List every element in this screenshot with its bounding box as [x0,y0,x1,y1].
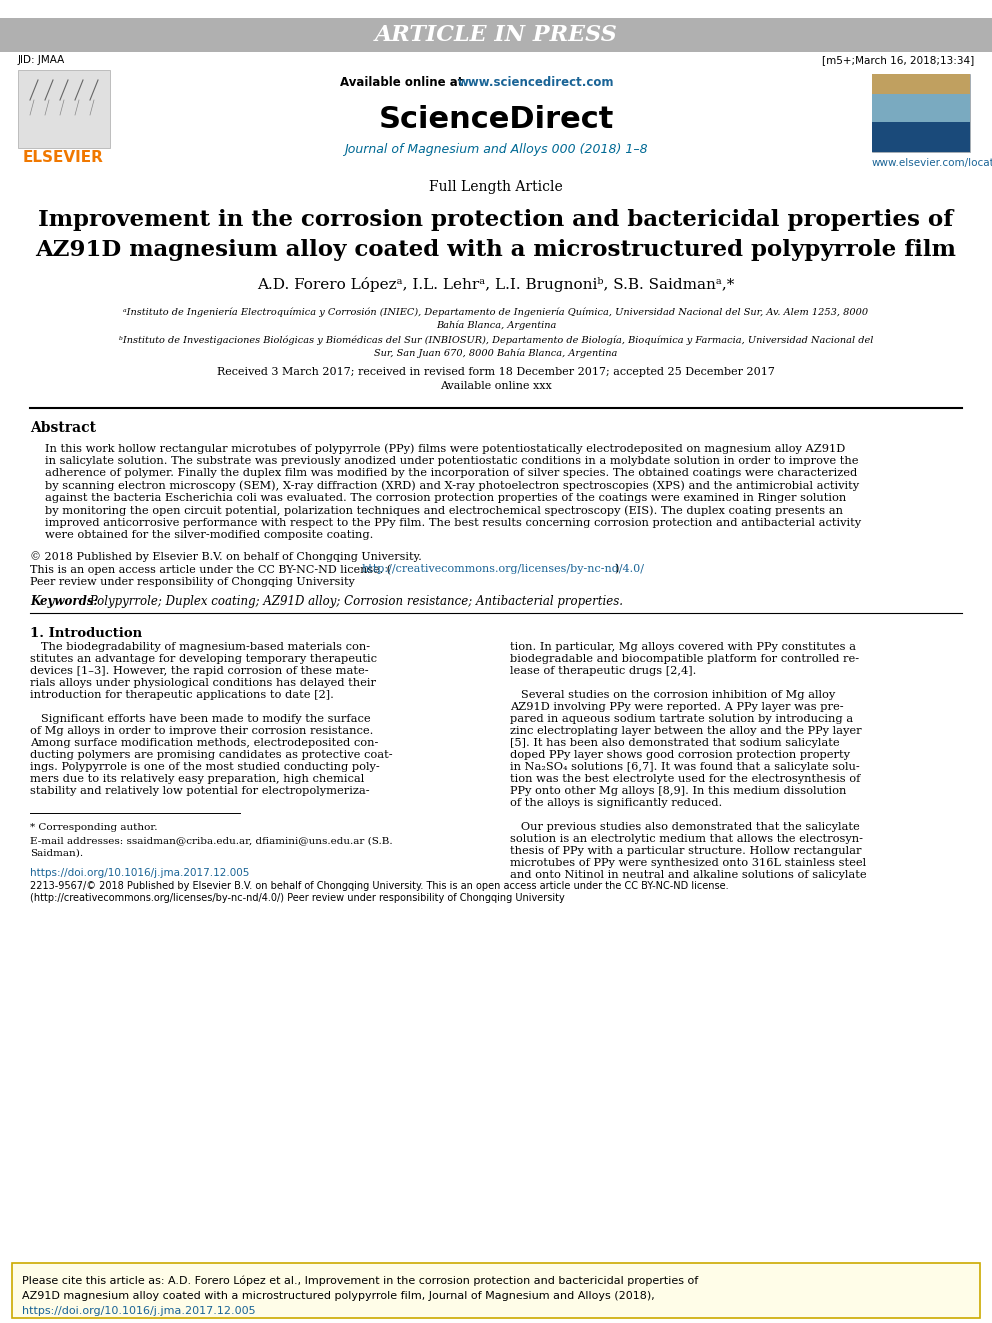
Text: ᵇInstituto de Investigaciones Biológicas y Biomédicas del Sur (INBIOSUR), Depart: ᵇInstituto de Investigaciones Biológicas… [119,335,873,345]
Text: https://doi.org/10.1016/j.jma.2017.12.005: https://doi.org/10.1016/j.jma.2017.12.00… [30,868,249,878]
Text: Polypyrrole; Duplex coating; AZ91D alloy; Corrosion resistance; Antibacterial pr: Polypyrrole; Duplex coating; AZ91D alloy… [86,595,623,609]
Bar [0,19,992,52]
Text: Several studies on the corrosion inhibition of Mg alloy: Several studies on the corrosion inhibit… [510,691,835,700]
Text: Among surface modification methods, electrodeposited con-: Among surface modification methods, elec… [30,738,378,747]
Text: Full Length Article: Full Length Article [430,180,562,194]
Text: ScienceDirect: ScienceDirect [378,106,614,135]
Text: in salicylate solution. The substrate was previously anodized under potentiostat: in salicylate solution. The substrate wa… [45,455,858,466]
Text: and onto Nitinol in neutral and alkaline solutions of salicylate: and onto Nitinol in neutral and alkaline… [510,871,867,880]
Text: PPy onto other Mg alloys [8,9]. In this medium dissolution: PPy onto other Mg alloys [8,9]. In this … [510,786,846,796]
Text: ): ) [614,564,618,574]
Text: In this work hollow rectangular microtubes of polypyrrole (PPy) films were poten: In this work hollow rectangular microtub… [45,443,845,454]
Text: doped PPy layer shows good corrosion protection property: doped PPy layer shows good corrosion pro… [510,750,850,759]
Text: Journal of Magnesium and Alloys 000 (2018) 1–8: Journal of Magnesium and Alloys 000 (201… [344,143,648,156]
Bar [872,122,970,152]
Text: © 2018 Published by Elsevier B.V. on behalf of Chongqing University.: © 2018 Published by Elsevier B.V. on beh… [30,550,422,562]
Text: zinc electroplating layer between the alloy and the PPy layer: zinc electroplating layer between the al… [510,726,862,736]
Text: http://creativecommons.org/licenses/by-nc-nd/4.0/: http://creativecommons.org/licenses/by-n… [362,564,645,574]
Text: Available online xxx: Available online xxx [440,381,552,392]
Text: Significant efforts have been made to modify the surface: Significant efforts have been made to mo… [30,714,371,724]
Text: stability and relatively low potential for electropolymeriza-: stability and relatively low potential f… [30,786,370,796]
Text: solution is an electrolytic medium that allows the electrosyn-: solution is an electrolytic medium that … [510,833,863,844]
Text: AZ91D magnesium alloy coated with a microstructured polypyrrole film, Journal of: AZ91D magnesium alloy coated with a micr… [22,1291,655,1301]
Text: lease of therapeutic drugs [2,4].: lease of therapeutic drugs [2,4]. [510,665,696,676]
Text: by scanning electron microscopy (SEM), X-ray diffraction (XRD) and X-ray photoel: by scanning electron microscopy (SEM), X… [45,480,859,491]
Text: [5]. It has been also demonstrated that sodium salicylate: [5]. It has been also demonstrated that … [510,738,839,747]
Text: AZ91D magnesium alloy coated with a microstructured polypyrrole film: AZ91D magnesium alloy coated with a micr… [36,239,956,261]
Bar [872,94,970,122]
Text: 1. Introduction: 1. Introduction [30,627,142,640]
Text: Abstract: Abstract [30,421,96,435]
Text: ings. Polypyrrole is one of the most studied conducting poly-: ings. Polypyrrole is one of the most stu… [30,762,380,773]
Text: devices [1–3]. However, the rapid corrosion of these mate-: devices [1–3]. However, the rapid corros… [30,665,369,676]
Text: pared in aqueous sodium tartrate solution by introducing a: pared in aqueous sodium tartrate solutio… [510,714,853,724]
Text: introduction for therapeutic applications to date [2].: introduction for therapeutic application… [30,691,334,700]
Text: This is an open access article under the CC BY-NC-ND license. (: This is an open access article under the… [30,564,391,574]
Text: microtubes of PPy were synthesized onto 316L stainless steel: microtubes of PPy were synthesized onto … [510,859,866,868]
Text: Keywords:: Keywords: [30,595,98,609]
Text: in Na₂SO₄ solutions [6,7]. It was found that a salicylate solu-: in Na₂SO₄ solutions [6,7]. It was found … [510,762,860,773]
Text: Improvement in the corrosion protection and bactericidal properties of: Improvement in the corrosion protection … [39,209,953,232]
Bar [18,70,110,148]
Text: mers due to its relatively easy preparation, high chemical: mers due to its relatively easy preparat… [30,774,364,785]
Text: tion. In particular, Mg alloys covered with PPy constitutes a: tion. In particular, Mg alloys covered w… [510,642,856,652]
Text: AZ91D involving PPy were reported. A PPy layer was pre-: AZ91D involving PPy were reported. A PPy… [510,703,843,712]
Bar [872,74,970,94]
Text: Received 3 March 2017; received in revised form 18 December 2017; accepted 25 De: Received 3 March 2017; received in revis… [217,366,775,377]
Text: of Mg alloys in order to improve their corrosion resistance.: of Mg alloys in order to improve their c… [30,726,373,736]
Text: Bahía Blanca, Argentina: Bahía Blanca, Argentina [435,320,557,329]
Text: Our previous studies also demonstrated that the salicylate: Our previous studies also demonstrated t… [510,822,860,832]
Text: The biodegradability of magnesium-based materials con-: The biodegradability of magnesium-based … [30,642,370,652]
Text: thesis of PPy with a particular structure. Hollow rectangular: thesis of PPy with a particular structur… [510,845,861,856]
Text: adherence of polymer. Finally the duplex film was modified by the incorporation : adherence of polymer. Finally the duplex… [45,468,857,478]
Text: Saidman).: Saidman). [30,849,83,859]
Text: Sur, San Juan 670, 8000 Bahía Blanca, Argentina: Sur, San Juan 670, 8000 Bahía Blanca, Ar… [374,348,618,357]
Text: * Corresponding author.: * Corresponding author. [30,823,158,832]
Text: Please cite this article as: A.D. Forero López et al., Improvement in the corros: Please cite this article as: A.D. Forero… [22,1275,698,1286]
Text: improved anticorrosive performance with respect to the PPy film. The best result: improved anticorrosive performance with … [45,519,861,528]
Text: [m5+;March 16, 2018;13:34]: [m5+;March 16, 2018;13:34] [821,56,974,65]
Text: ARTICLE IN PRESS: ARTICLE IN PRESS [375,24,617,46]
Text: 2213-9567/© 2018 Published by Elsevier B.V. on behalf of Chongqing University. T: 2213-9567/© 2018 Published by Elsevier B… [30,881,729,890]
Text: biodegradable and biocompatible platform for controlled re-: biodegradable and biocompatible platform… [510,654,859,664]
Text: were obtained for the silver-modified composite coating.: were obtained for the silver-modified co… [45,531,373,541]
Text: ELSEVIER: ELSEVIER [23,151,103,165]
Text: JID: JMAA: JID: JMAA [18,56,65,65]
Text: tion was the best electrolyte used for the electrosynthesis of: tion was the best electrolyte used for t… [510,774,860,785]
Text: ducting polymers are promising candidates as protective coat-: ducting polymers are promising candidate… [30,750,393,759]
Text: stitutes an advantage for developing temporary therapeutic: stitutes an advantage for developing tem… [30,654,377,664]
Text: https://doi.org/10.1016/j.jma.2017.12.005: https://doi.org/10.1016/j.jma.2017.12.00… [22,1306,256,1316]
Text: A.D. Forero Lópezᵃ, I.L. Lehrᵃ, L.I. Brugnoniᵇ, S.B. Saidmanᵃ,*: A.D. Forero Lópezᵃ, I.L. Lehrᵃ, L.I. Bru… [257,278,735,292]
Text: www.sciencedirect.com: www.sciencedirect.com [458,75,614,89]
Text: (http://creativecommons.org/licenses/by-nc-nd/4.0/) Peer review under responsibi: (http://creativecommons.org/licenses/by-… [30,893,564,904]
Bar [12,1263,980,1318]
Text: www.elsevier.com/locate/jma: www.elsevier.com/locate/jma [872,157,992,168]
Text: by monitoring the open circuit potential, polarization techniques and electroche: by monitoring the open circuit potential… [45,505,843,516]
Text: against the bacteria Escherichia coli was evaluated. The corrosion protection pr: against the bacteria Escherichia coli wa… [45,493,846,503]
Text: ᵃInstituto de Ingeniería Electroquímica y Corrosión (INIEC), Departamento de Ing: ᵃInstituto de Ingeniería Electroquímica … [123,307,869,316]
Text: Peer review under responsibility of Chongqing University: Peer review under responsibility of Chon… [30,577,355,587]
Text: of the alloys is significantly reduced.: of the alloys is significantly reduced. [510,798,722,808]
Text: E-mail addresses: ssaidman@criba.edu.ar, dfiamini@uns.edu.ar (S.B.: E-mail addresses: ssaidman@criba.edu.ar,… [30,836,393,845]
Bar [872,74,970,152]
Text: rials alloys under physiological conditions has delayed their: rials alloys under physiological conditi… [30,677,376,688]
Text: Available online at: Available online at [340,75,467,89]
